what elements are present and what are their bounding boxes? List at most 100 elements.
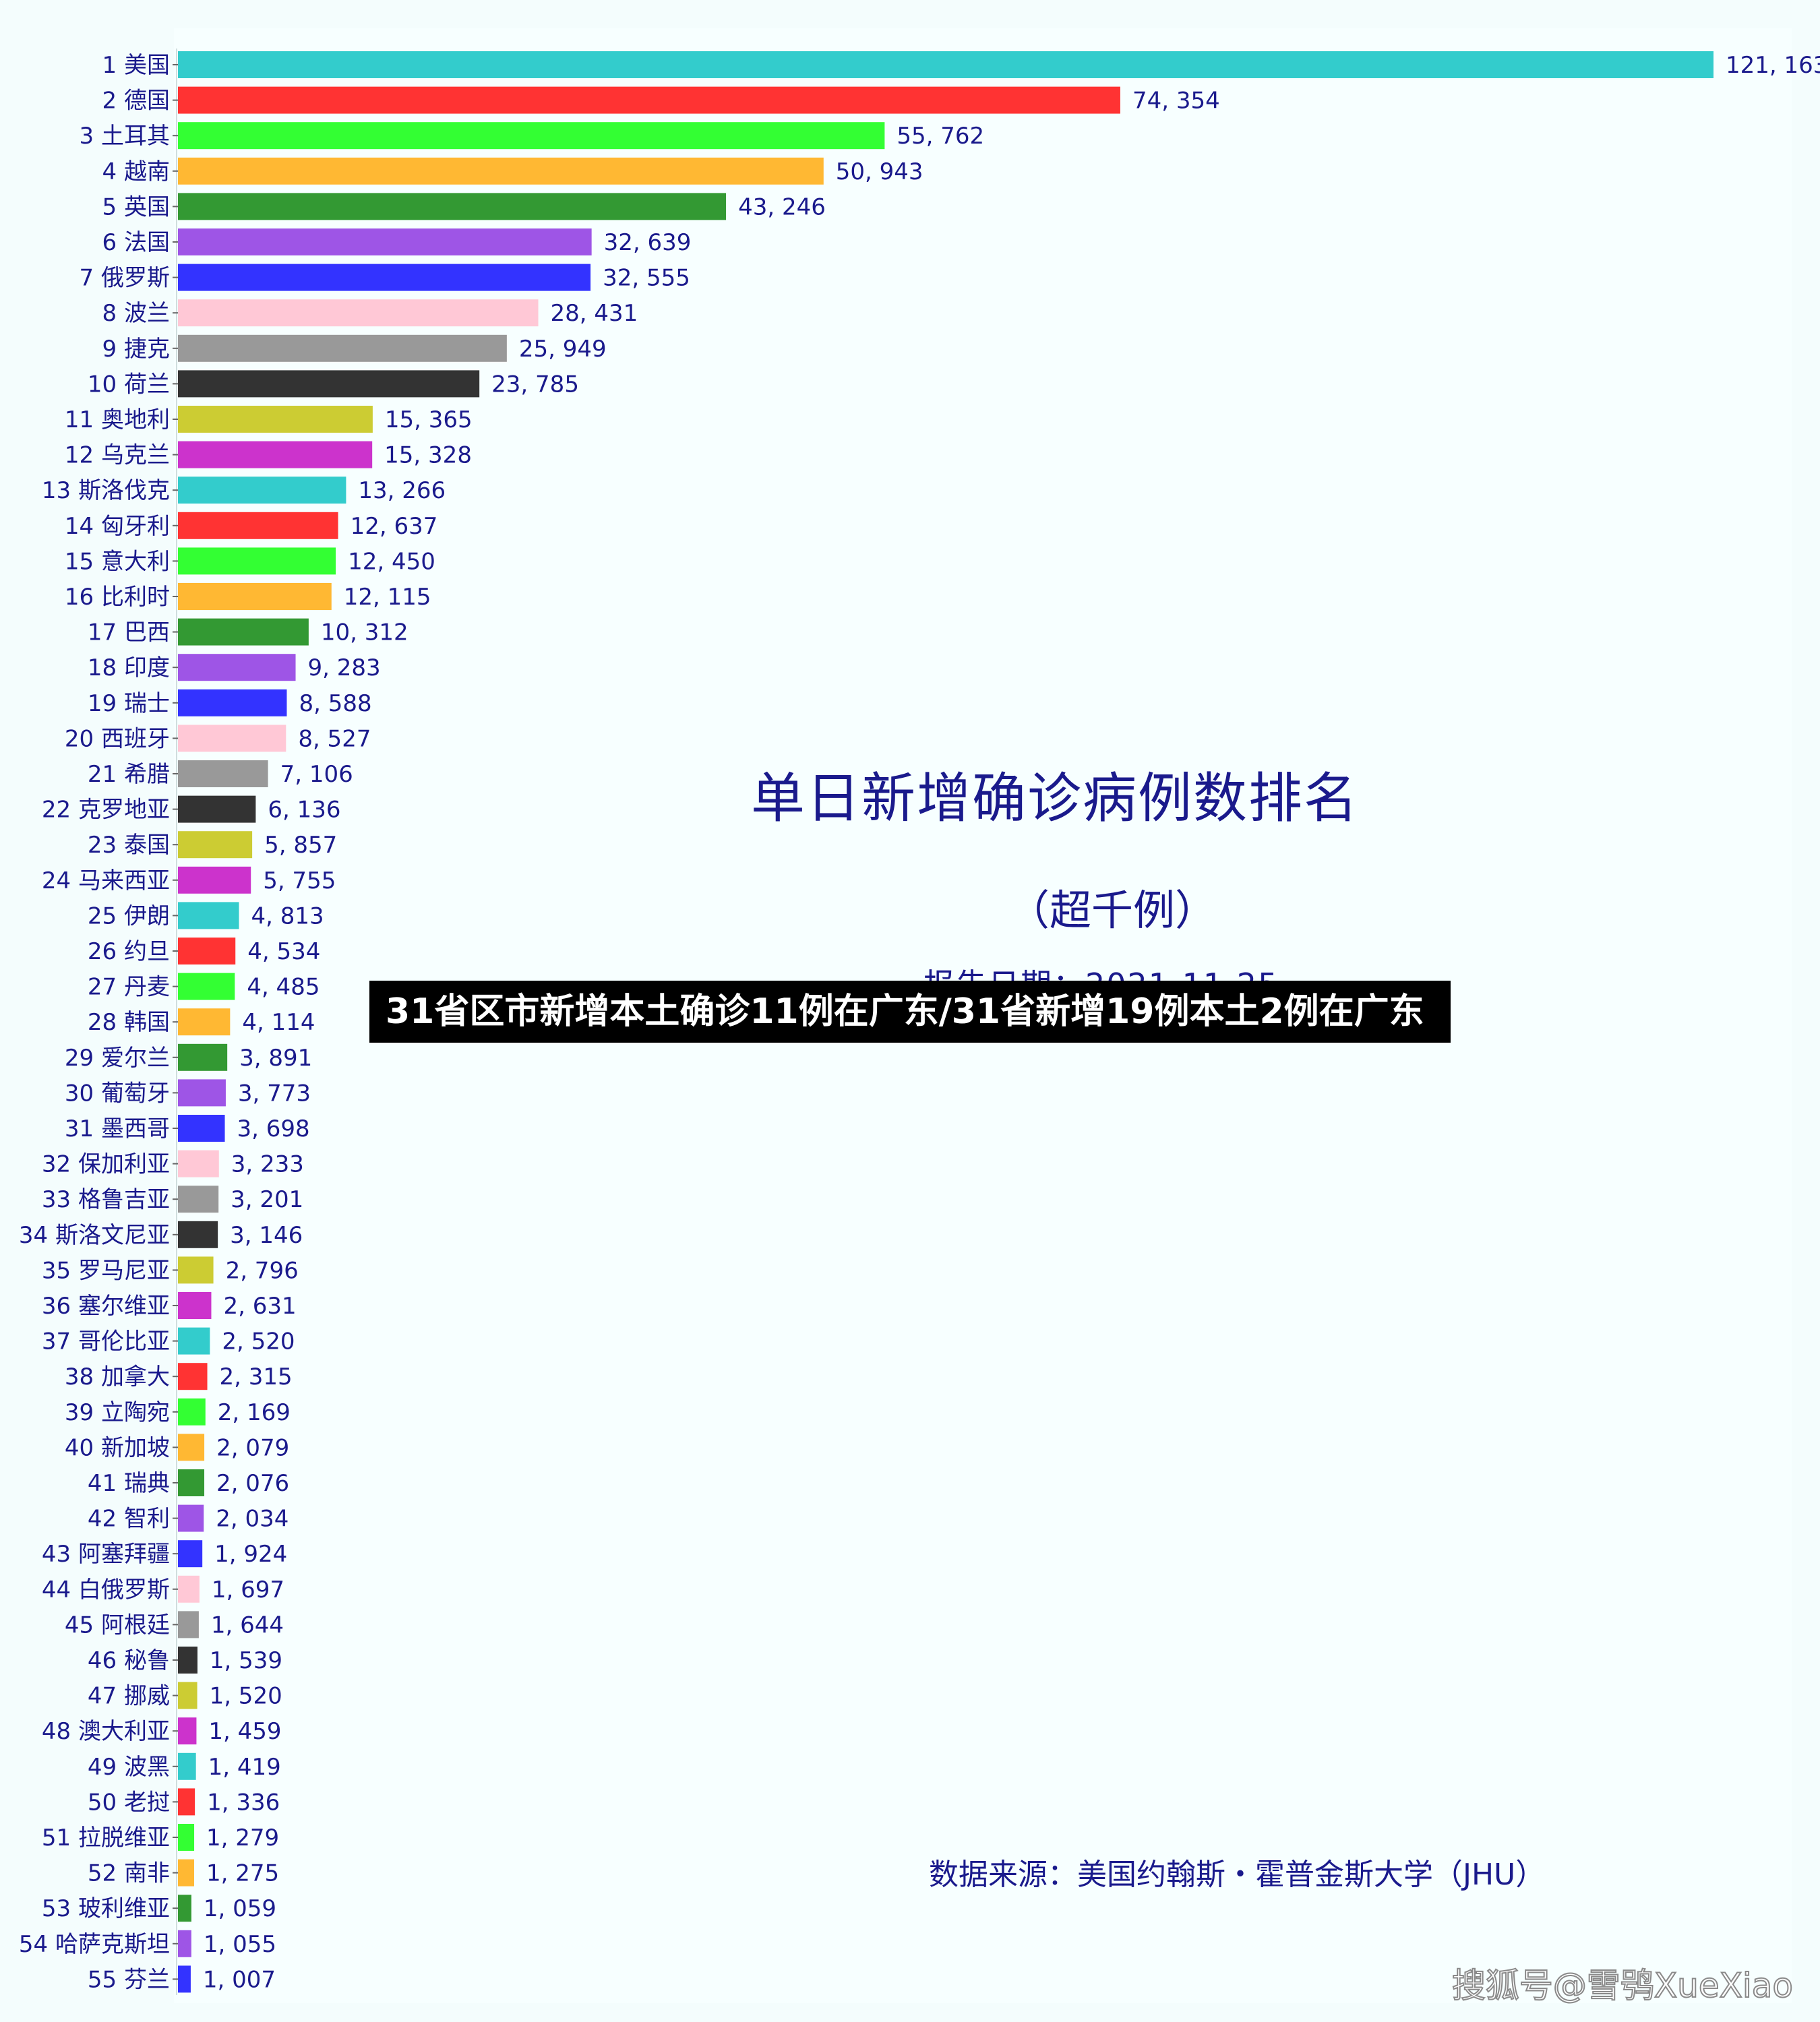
value-label: 74, 354 <box>1132 88 1220 115</box>
category-label: 17 巴西 <box>88 619 170 646</box>
value-label: 32, 555 <box>603 265 690 292</box>
bar <box>178 1752 196 1780</box>
category-label: 47 挪威 <box>88 1683 170 1710</box>
value-label: 7, 106 <box>280 761 353 788</box>
value-label: 1, 336 <box>207 1789 280 1816</box>
category-label: 3 土耳其 <box>80 123 170 150</box>
value-label: 13, 266 <box>358 477 446 504</box>
bar <box>178 1327 210 1355</box>
value-label: 9, 283 <box>308 654 381 681</box>
category-label: 39 立陶宛 <box>65 1399 170 1426</box>
bar <box>178 902 239 929</box>
value-label: 8, 588 <box>299 690 371 717</box>
value-label: 10, 312 <box>321 619 408 646</box>
bar <box>178 583 332 610</box>
value-label: 4, 114 <box>242 1009 315 1036</box>
bar <box>178 86 1120 114</box>
category-label: 29 爱尔兰 <box>65 1045 170 1072</box>
bar <box>178 1150 219 1177</box>
category-label: 11 奥地利 <box>65 406 170 433</box>
bar <box>178 228 592 255</box>
value-label: 12, 450 <box>348 548 435 575</box>
category-label: 35 罗马尼亚 <box>42 1257 170 1284</box>
category-label: 52 南非 <box>88 1860 170 1887</box>
value-label: 23, 785 <box>491 371 579 398</box>
category-label: 49 波黑 <box>88 1754 170 1781</box>
category-label: 16 比利时 <box>65 584 170 611</box>
bar <box>178 938 236 964</box>
category-label: 9 捷克 <box>102 336 170 363</box>
category-label: 2 德国 <box>102 88 170 115</box>
value-label: 25, 949 <box>519 336 607 363</box>
value-label: 2, 076 <box>216 1470 289 1497</box>
category-label: 38 加拿大 <box>65 1364 170 1390</box>
value-label: 121, 163 <box>1726 52 1820 79</box>
value-label: 12, 115 <box>344 584 431 611</box>
bar <box>178 654 296 681</box>
value-label: 55, 762 <box>897 123 984 150</box>
category-label: 40 新加坡 <box>65 1434 170 1461</box>
value-label: 2, 631 <box>223 1293 296 1320</box>
bar <box>178 618 309 646</box>
value-label: 3, 891 <box>239 1045 312 1072</box>
category-label: 19 瑞士 <box>88 690 170 717</box>
category-label: 18 印度 <box>88 654 170 681</box>
bar <box>178 1540 203 1568</box>
bar <box>178 157 824 185</box>
category-label: 26 约旦 <box>88 938 170 965</box>
value-label: 1, 539 <box>210 1647 282 1674</box>
value-label: 3, 146 <box>230 1222 303 1249</box>
value-label: 1, 279 <box>206 1825 279 1851</box>
value-label: 15, 365 <box>385 406 473 433</box>
category-label: 25 伊朗 <box>88 902 170 929</box>
value-label: 2, 034 <box>216 1506 289 1533</box>
bar <box>178 760 268 787</box>
value-label: 3, 773 <box>238 1080 311 1107</box>
value-label: 1, 059 <box>204 1895 276 1922</box>
bar <box>178 1115 225 1142</box>
value-label: 3, 201 <box>231 1186 303 1213</box>
value-label: 1, 459 <box>208 1718 281 1745</box>
value-label: 4, 534 <box>247 938 320 965</box>
value-label: 3, 233 <box>231 1151 304 1178</box>
value-label: 4, 813 <box>251 902 324 929</box>
category-label: 34 斯洛文尼亚 <box>19 1222 170 1249</box>
bar <box>178 1079 226 1107</box>
bar <box>178 264 591 291</box>
bar <box>178 1647 198 1674</box>
category-label: 5 英国 <box>102 193 170 220</box>
category-label: 8 波兰 <box>102 300 170 327</box>
bar <box>178 51 1713 78</box>
bar <box>178 831 253 859</box>
bar <box>178 299 539 327</box>
bar <box>178 1965 191 1993</box>
value-label: 1, 419 <box>208 1754 281 1781</box>
bar <box>178 1504 204 1532</box>
value-label: 2, 796 <box>226 1257 299 1284</box>
bar <box>178 1292 212 1319</box>
bar <box>178 477 346 504</box>
value-label: 2, 079 <box>216 1434 289 1461</box>
bar <box>178 1256 214 1284</box>
value-label: 15, 328 <box>384 442 472 469</box>
value-label: 12, 637 <box>351 513 438 540</box>
value-label: 1, 055 <box>204 1931 276 1958</box>
value-label: 8, 527 <box>298 725 371 752</box>
category-label: 46 秘鲁 <box>88 1647 170 1674</box>
category-label: 42 智利 <box>88 1506 170 1533</box>
category-label: 36 塞尔维亚 <box>42 1293 170 1320</box>
bar <box>178 1788 195 1816</box>
bar <box>178 1363 208 1390</box>
category-label: 32 保加利亚 <box>42 1151 170 1178</box>
bar <box>178 441 373 468</box>
bar <box>178 193 727 220</box>
bar <box>178 1859 194 1887</box>
category-label: 15 意大利 <box>65 548 170 575</box>
value-label: 43, 246 <box>738 193 826 220</box>
bars-group: 1 美国 121, 163 2 德国 74, 354 3 土耳其 55, 762 4 越南 5… <box>19 51 1820 1993</box>
value-label: 1, 697 <box>212 1576 284 1603</box>
category-label: 27 丹麦 <box>88 974 170 1001</box>
category-label: 48 澳大利亚 <box>42 1718 170 1745</box>
category-label: 50 老挝 <box>88 1789 170 1816</box>
bar <box>178 1469 205 1496</box>
